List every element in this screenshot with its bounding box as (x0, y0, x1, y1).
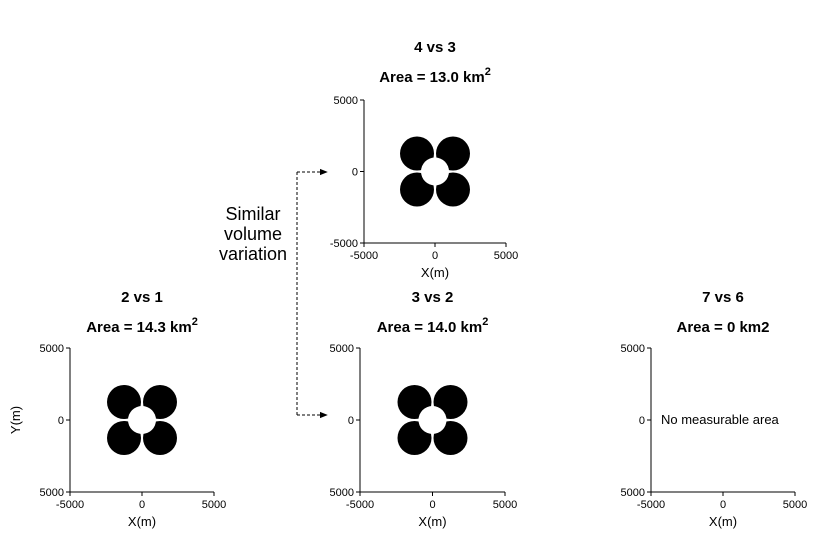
x-tick-label: 5000 (494, 250, 518, 262)
x-tick-label: 0 (139, 499, 145, 511)
x-tick-label: 0 (432, 250, 438, 262)
annotation-line-2: volume (224, 224, 282, 244)
x-tick-label: -5000 (346, 499, 374, 511)
bracket-connector (296, 168, 328, 419)
y-tick-label: 5000 (330, 343, 354, 355)
no-area-message: No measurable area (661, 412, 780, 427)
y-tick-label: 5000 (330, 487, 354, 499)
area-unit-exponent: 2 (482, 316, 488, 328)
area-value: Area = 0 km2 (677, 319, 770, 336)
panel-title: 4 vs 3 (414, 39, 456, 56)
y-axis-title: Y(m) (8, 406, 23, 434)
panel-title: 7 vs 6 (702, 289, 744, 306)
x-axis-title: X(m) (421, 265, 449, 280)
y-tick-label: 5000 (40, 343, 64, 355)
deformation-pattern (107, 385, 177, 455)
area-label: Area = 14.0 km2 (377, 316, 489, 336)
center-hole (128, 406, 156, 434)
y-tick-label: -5000 (330, 238, 358, 250)
x-tick-label: 5000 (202, 499, 226, 511)
center-hole (421, 157, 449, 186)
area-unit-exponent: 2 (485, 66, 491, 78)
x-tick-label: -5000 (637, 499, 665, 511)
x-tick-label: -5000 (350, 250, 378, 262)
y-tick-label: 5000 (621, 487, 645, 499)
y-tick-label: 5000 (621, 343, 645, 355)
x-tick-label: 0 (429, 499, 435, 511)
panel-title: 2 vs 1 (121, 289, 163, 306)
y-tick-label: 0 (352, 167, 358, 179)
y-tick-label: 0 (348, 415, 354, 427)
x-tick-label: -5000 (56, 499, 84, 511)
x-axis-title: X(m) (128, 514, 156, 529)
panel-p43: 4 vs 3 Area = 13.0 km2 5000 0 -5000-5000 0 500… (330, 39, 518, 280)
area-value: Area = 13.0 km (379, 69, 485, 86)
annotation-line-1: Similar (225, 204, 280, 224)
x-tick-label: 5000 (493, 499, 517, 511)
area-label: Area = 14.3 km2 (86, 316, 198, 336)
area-value: Area = 14.0 km (377, 319, 483, 336)
deformation-pattern (400, 136, 470, 207)
annotation-line-3: variation (219, 244, 287, 264)
center-hole (418, 406, 447, 434)
area-label: Area = 0 km2 (677, 319, 770, 336)
area-label: Area = 13.0 km2 (379, 66, 491, 86)
y-tick-label: 5000 (334, 95, 358, 107)
panel-title: 3 vs 2 (412, 289, 454, 306)
y-tick-label: 5000 (40, 487, 64, 499)
deformation-pattern (397, 385, 468, 455)
annotation-group: Similar volume variation (219, 204, 287, 264)
area-value: Area = 14.3 km (86, 319, 192, 336)
y-tick-label: 0 (639, 415, 645, 427)
y-tick-label: 0 (58, 415, 64, 427)
x-tick-label: 5000 (783, 499, 807, 511)
x-axis-title: X(m) (709, 514, 737, 529)
area-unit-exponent: 2 (192, 316, 198, 328)
x-axis-title: X(m) (418, 514, 446, 529)
x-tick-label: 0 (720, 499, 726, 511)
